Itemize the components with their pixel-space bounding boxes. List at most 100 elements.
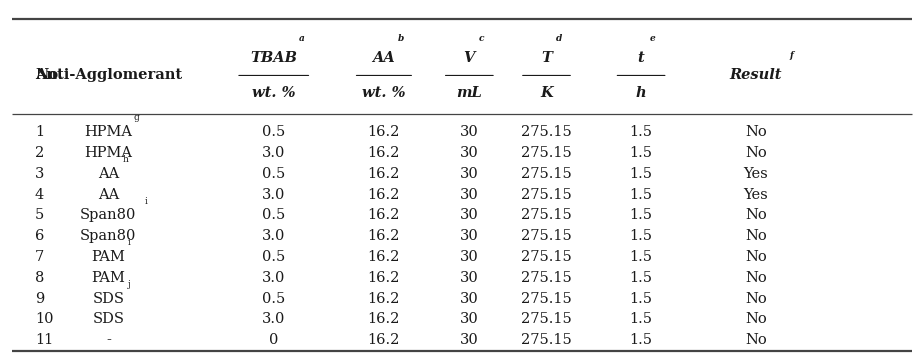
Text: SDS: SDS bbox=[92, 312, 125, 327]
Text: 1.5: 1.5 bbox=[629, 333, 652, 347]
Text: PAM: PAM bbox=[91, 271, 126, 285]
Text: wt. %: wt. % bbox=[252, 86, 296, 100]
Text: i: i bbox=[144, 197, 147, 206]
Text: 16.2: 16.2 bbox=[368, 229, 400, 243]
Text: K: K bbox=[541, 86, 553, 100]
Text: 275.15: 275.15 bbox=[521, 229, 572, 243]
Text: mL: mL bbox=[456, 86, 482, 100]
Text: 1.5: 1.5 bbox=[629, 208, 652, 222]
Text: 1.5: 1.5 bbox=[629, 146, 652, 160]
Text: 0.5: 0.5 bbox=[262, 292, 286, 306]
Text: Result: Result bbox=[730, 68, 782, 82]
Text: c: c bbox=[479, 34, 484, 43]
Text: 30: 30 bbox=[460, 333, 479, 347]
Text: No: No bbox=[745, 229, 767, 243]
Text: 1.5: 1.5 bbox=[629, 250, 652, 264]
Text: 30: 30 bbox=[460, 208, 479, 222]
Text: No: No bbox=[745, 208, 767, 222]
Text: HPMA: HPMA bbox=[84, 146, 132, 160]
Text: 275.15: 275.15 bbox=[521, 125, 572, 139]
Text: 1.5: 1.5 bbox=[629, 271, 652, 285]
Text: No: No bbox=[745, 250, 767, 264]
Text: SDS: SDS bbox=[92, 292, 125, 306]
Text: AA: AA bbox=[98, 167, 119, 181]
Text: 275.15: 275.15 bbox=[521, 312, 572, 327]
Text: a: a bbox=[298, 34, 305, 43]
Text: 3.0: 3.0 bbox=[262, 146, 286, 160]
Text: 3: 3 bbox=[35, 167, 44, 181]
Text: PAM: PAM bbox=[91, 250, 126, 264]
Text: h: h bbox=[636, 86, 647, 100]
Text: 1.5: 1.5 bbox=[629, 229, 652, 243]
Text: 0.5: 0.5 bbox=[262, 250, 286, 264]
Text: AA: AA bbox=[98, 188, 119, 202]
Text: No: No bbox=[745, 125, 767, 139]
Text: d: d bbox=[555, 34, 562, 43]
Text: 3.0: 3.0 bbox=[262, 229, 286, 243]
Text: 30: 30 bbox=[460, 188, 479, 202]
Text: 275.15: 275.15 bbox=[521, 188, 572, 202]
Text: 30: 30 bbox=[460, 229, 479, 243]
Text: 30: 30 bbox=[460, 312, 479, 327]
Text: 1.5: 1.5 bbox=[629, 167, 652, 181]
Text: i: i bbox=[128, 238, 130, 247]
Text: 11: 11 bbox=[35, 333, 54, 347]
Text: 275.15: 275.15 bbox=[521, 271, 572, 285]
Text: 6: 6 bbox=[35, 229, 44, 243]
Text: 1: 1 bbox=[35, 125, 44, 139]
Text: 275.15: 275.15 bbox=[521, 333, 572, 347]
Text: j: j bbox=[128, 280, 130, 289]
Text: h: h bbox=[122, 155, 128, 164]
Text: 275.15: 275.15 bbox=[521, 146, 572, 160]
Text: 7: 7 bbox=[35, 250, 44, 264]
Text: 0.5: 0.5 bbox=[262, 208, 286, 222]
Text: e: e bbox=[650, 34, 656, 43]
Text: 3.0: 3.0 bbox=[262, 188, 286, 202]
Text: No.: No. bbox=[35, 68, 63, 82]
Text: 2: 2 bbox=[35, 146, 44, 160]
Text: 16.2: 16.2 bbox=[368, 250, 400, 264]
Text: 16.2: 16.2 bbox=[368, 292, 400, 306]
Text: 30: 30 bbox=[460, 292, 479, 306]
Text: b: b bbox=[398, 34, 405, 43]
Text: V: V bbox=[464, 51, 475, 65]
Text: 3.0: 3.0 bbox=[262, 312, 286, 327]
Text: 16.2: 16.2 bbox=[368, 125, 400, 139]
Text: 16.2: 16.2 bbox=[368, 333, 400, 347]
Text: 30: 30 bbox=[460, 125, 479, 139]
Text: -: - bbox=[106, 333, 111, 347]
Text: 30: 30 bbox=[460, 250, 479, 264]
Text: g: g bbox=[133, 113, 139, 122]
Text: Yes: Yes bbox=[744, 167, 768, 181]
Text: 1.5: 1.5 bbox=[629, 312, 652, 327]
Text: 0.5: 0.5 bbox=[262, 167, 286, 181]
Text: 0.5: 0.5 bbox=[262, 125, 286, 139]
Text: 3.0: 3.0 bbox=[262, 271, 286, 285]
Text: Anti-Agglomerant: Anti-Agglomerant bbox=[35, 68, 182, 82]
Text: No: No bbox=[745, 292, 767, 306]
Text: AA: AA bbox=[372, 51, 395, 65]
Text: 16.2: 16.2 bbox=[368, 188, 400, 202]
Text: 1.5: 1.5 bbox=[629, 292, 652, 306]
Text: 4: 4 bbox=[35, 188, 44, 202]
Text: 16.2: 16.2 bbox=[368, 167, 400, 181]
Text: 30: 30 bbox=[460, 271, 479, 285]
Text: 275.15: 275.15 bbox=[521, 292, 572, 306]
Text: 275.15: 275.15 bbox=[521, 167, 572, 181]
Text: 8: 8 bbox=[35, 271, 44, 285]
Text: No: No bbox=[745, 333, 767, 347]
Text: Span80: Span80 bbox=[80, 208, 137, 222]
Text: 0: 0 bbox=[269, 333, 278, 347]
Text: No: No bbox=[745, 312, 767, 327]
Text: 16.2: 16.2 bbox=[368, 312, 400, 327]
Text: t: t bbox=[638, 51, 644, 65]
Text: 16.2: 16.2 bbox=[368, 146, 400, 160]
Text: 5: 5 bbox=[35, 208, 44, 222]
Text: 30: 30 bbox=[460, 146, 479, 160]
Text: HPMA: HPMA bbox=[84, 125, 132, 139]
Text: 275.15: 275.15 bbox=[521, 250, 572, 264]
Text: 16.2: 16.2 bbox=[368, 208, 400, 222]
Text: Yes: Yes bbox=[744, 188, 768, 202]
Text: 30: 30 bbox=[460, 167, 479, 181]
Text: 10: 10 bbox=[35, 312, 54, 327]
